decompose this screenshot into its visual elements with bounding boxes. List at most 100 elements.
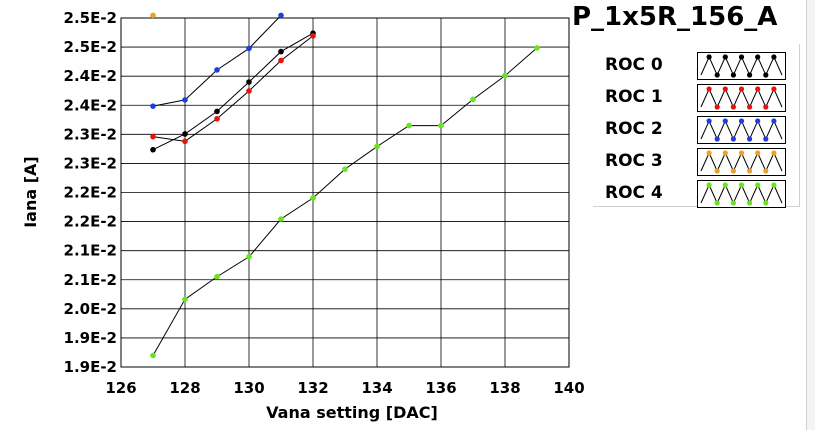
swatch-marker — [771, 150, 777, 156]
y-axis-title: Iana [A] — [21, 156, 40, 228]
data-point — [470, 96, 476, 103]
swatch-marker — [730, 104, 736, 110]
y-tick-label: 1.9E-2 — [64, 329, 117, 347]
swatch-marker — [738, 54, 745, 60]
swatch-marker — [755, 118, 761, 124]
data-point — [278, 216, 284, 222]
swatch-marker — [730, 136, 736, 142]
swatch-marker — [771, 86, 777, 92]
swatch-marker — [722, 54, 728, 60]
swatch-marker — [763, 72, 769, 78]
x-tick-label: 132 — [297, 379, 328, 397]
y-tick-label: 2.4E-2 — [64, 67, 117, 85]
y-tick-label: 2.1E-2 — [64, 242, 117, 260]
swatch-marker — [738, 118, 745, 124]
data-point — [214, 115, 220, 122]
swatch-marker — [755, 182, 761, 188]
legend-item-roc-3: ROC 3 — [593, 145, 800, 177]
data-point — [406, 122, 412, 129]
legend-swatch — [697, 148, 786, 176]
swatch-marker — [730, 168, 736, 174]
swatch-marker — [738, 182, 745, 188]
swatch-marker — [714, 136, 720, 142]
data-point — [214, 67, 220, 73]
legend-label: ROC 3 — [605, 151, 663, 171]
legend-label: ROC 1 — [605, 87, 663, 107]
swatch-marker — [763, 168, 769, 174]
y-tick-label: 2.5E-2 — [64, 38, 117, 56]
x-tick-label: 138 — [489, 379, 520, 397]
legend-swatch — [697, 116, 786, 144]
series-roc-2 — [150, 12, 284, 109]
data-point — [150, 146, 156, 153]
data-point — [310, 195, 316, 201]
swatch-marker — [747, 72, 753, 78]
series-roc-0 — [150, 30, 316, 153]
legend-label: ROC 4 — [605, 183, 663, 203]
tick-labels: 126 128 130 132 134 136 138 140 1.9E-2 1.9E-2 2.0E… — [64, 9, 585, 397]
swatch-marker — [747, 168, 753, 174]
data-point — [502, 72, 508, 79]
legend-item-roc-2: ROC 2 — [593, 113, 800, 145]
y-tick-label: 2.3E-2 — [64, 125, 117, 143]
swatch-marker — [738, 86, 745, 92]
legend-label: ROC 0 — [605, 55, 663, 75]
swatch-marker — [722, 150, 728, 156]
y-tick-label: 2.1E-2 — [64, 271, 117, 289]
data-point — [342, 166, 348, 172]
data-point — [150, 352, 156, 359]
data-point — [374, 143, 380, 150]
swatch-marker — [738, 150, 745, 156]
data-point — [310, 33, 316, 39]
data-point — [182, 131, 188, 137]
swatch-marker — [747, 200, 753, 206]
x-axis-title: Vana setting [DAC] — [266, 403, 438, 422]
swatch-marker — [763, 136, 769, 142]
x-tick-label: 126 — [105, 379, 136, 397]
legend-swatch — [697, 52, 786, 80]
legend-item-roc-1: ROC 1 — [593, 81, 800, 113]
swatch-marker — [763, 200, 769, 206]
y-tick-label: 2.2E-2 — [64, 213, 117, 231]
swatch-marker — [771, 118, 777, 124]
swatch-marker — [722, 182, 728, 188]
data-point — [246, 79, 252, 85]
y-tick-label: 2.2E-2 — [64, 184, 117, 202]
swatch-frame — [697, 52, 786, 80]
series-line — [152, 35, 314, 142]
swatch-marker — [706, 118, 712, 124]
data-point — [534, 45, 540, 51]
legend: ROC 0 ROC 1 ROC 2 ROC 3 ROC 4 — [593, 44, 800, 209]
series-roc-3 — [150, 12, 156, 19]
y-tick-label: 2.4E-2 — [64, 96, 117, 114]
y-tick-label: 2.5E-2 — [64, 9, 117, 27]
data-point — [246, 253, 252, 260]
data-point — [150, 12, 156, 19]
swatch-marker — [747, 104, 753, 110]
swatch-marker — [706, 182, 712, 188]
data-point — [278, 57, 284, 64]
data-point — [150, 103, 156, 109]
swatch-marker — [714, 168, 720, 174]
y-tick-label: 1.9E-2 — [64, 358, 117, 376]
swatch-marker — [755, 86, 761, 92]
data-point — [246, 45, 252, 52]
legend-item-roc-4: ROC 4 — [593, 177, 800, 209]
swatch-marker — [706, 86, 712, 92]
data-point — [214, 108, 220, 115]
y-tick-label: 2.0E-2 — [64, 300, 117, 318]
swatch-marker — [730, 200, 736, 206]
swatch-marker — [755, 150, 761, 156]
y-tick-label: 2.3E-2 — [64, 154, 117, 172]
legend-label: ROC 2 — [605, 119, 663, 139]
legend-swatch — [697, 84, 786, 112]
swatch-marker — [755, 54, 761, 60]
series-roc-4 — [150, 45, 540, 359]
x-tick-label: 128 — [169, 379, 200, 397]
swatch-marker — [722, 118, 728, 124]
series-group — [150, 12, 540, 359]
swatch-marker — [706, 54, 712, 60]
swatch-marker — [714, 72, 720, 78]
window-scrollbar[interactable] — [806, 0, 815, 430]
